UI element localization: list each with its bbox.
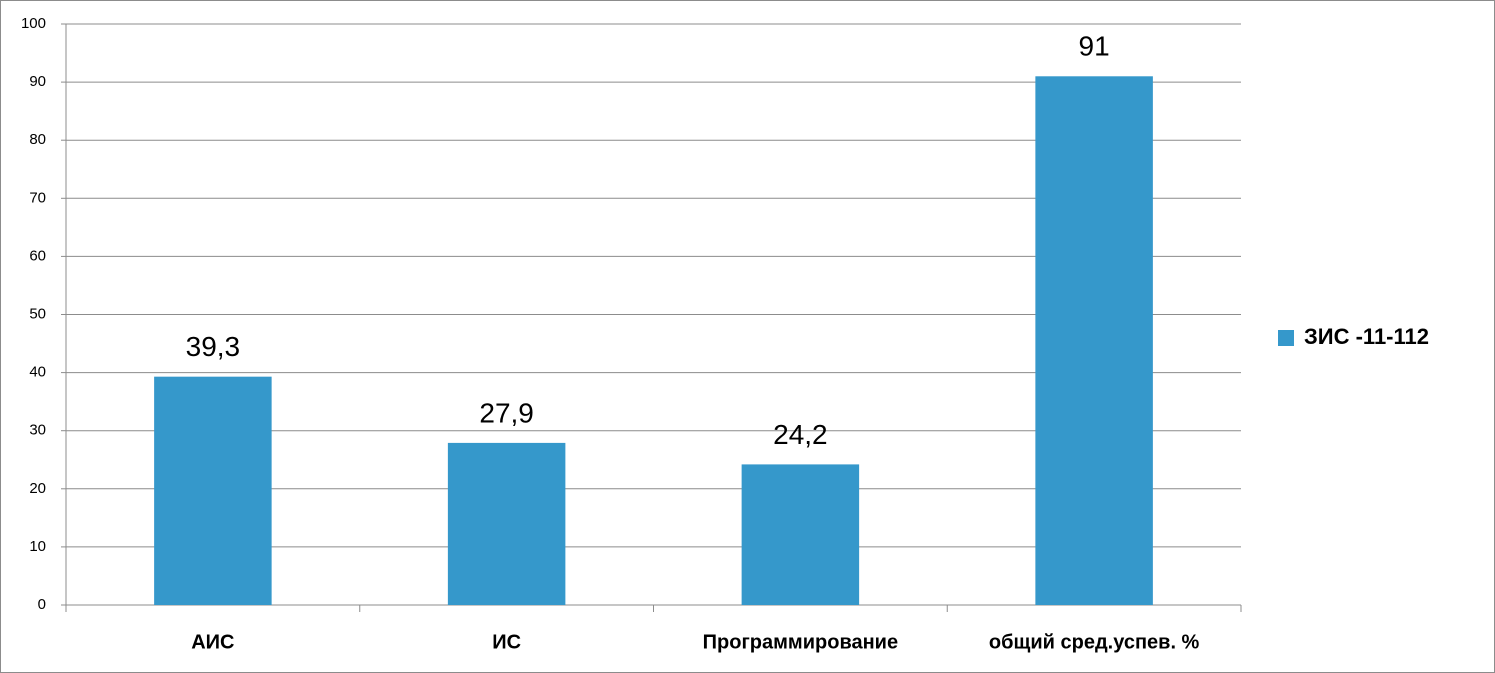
bar	[154, 376, 272, 605]
value-label: 39,3	[186, 331, 241, 362]
y-tick-label: 100	[21, 15, 46, 32]
legend-label: ЗИС -11-112	[1304, 324, 1429, 349]
y-tick-label: 70	[29, 189, 46, 206]
legend-swatch	[1278, 330, 1294, 346]
bar	[447, 442, 566, 605]
y-tick-label: 20	[29, 480, 46, 497]
x-tick-label: Программирование	[703, 631, 898, 653]
x-tick-label: ИС	[492, 631, 521, 653]
value-label: 91	[1079, 31, 1110, 62]
x-tick-label: АИС	[191, 631, 234, 653]
y-tick-label: 0	[38, 596, 46, 613]
x-tick-label: общий сред.успев. %	[989, 631, 1200, 653]
y-tick-label: 90	[29, 73, 46, 90]
y-tick-label: 10	[29, 538, 46, 555]
value-label: 24,2	[773, 419, 828, 450]
y-tick-label: 50	[29, 305, 46, 322]
y-tick-label: 80	[29, 131, 46, 148]
y-tick-label: 60	[29, 247, 46, 264]
y-tick-label: 40	[29, 364, 46, 381]
value-label: 27,9	[479, 397, 534, 428]
y-tick-label: 30	[29, 422, 46, 439]
bar	[1035, 76, 1153, 606]
bar	[741, 464, 860, 605]
